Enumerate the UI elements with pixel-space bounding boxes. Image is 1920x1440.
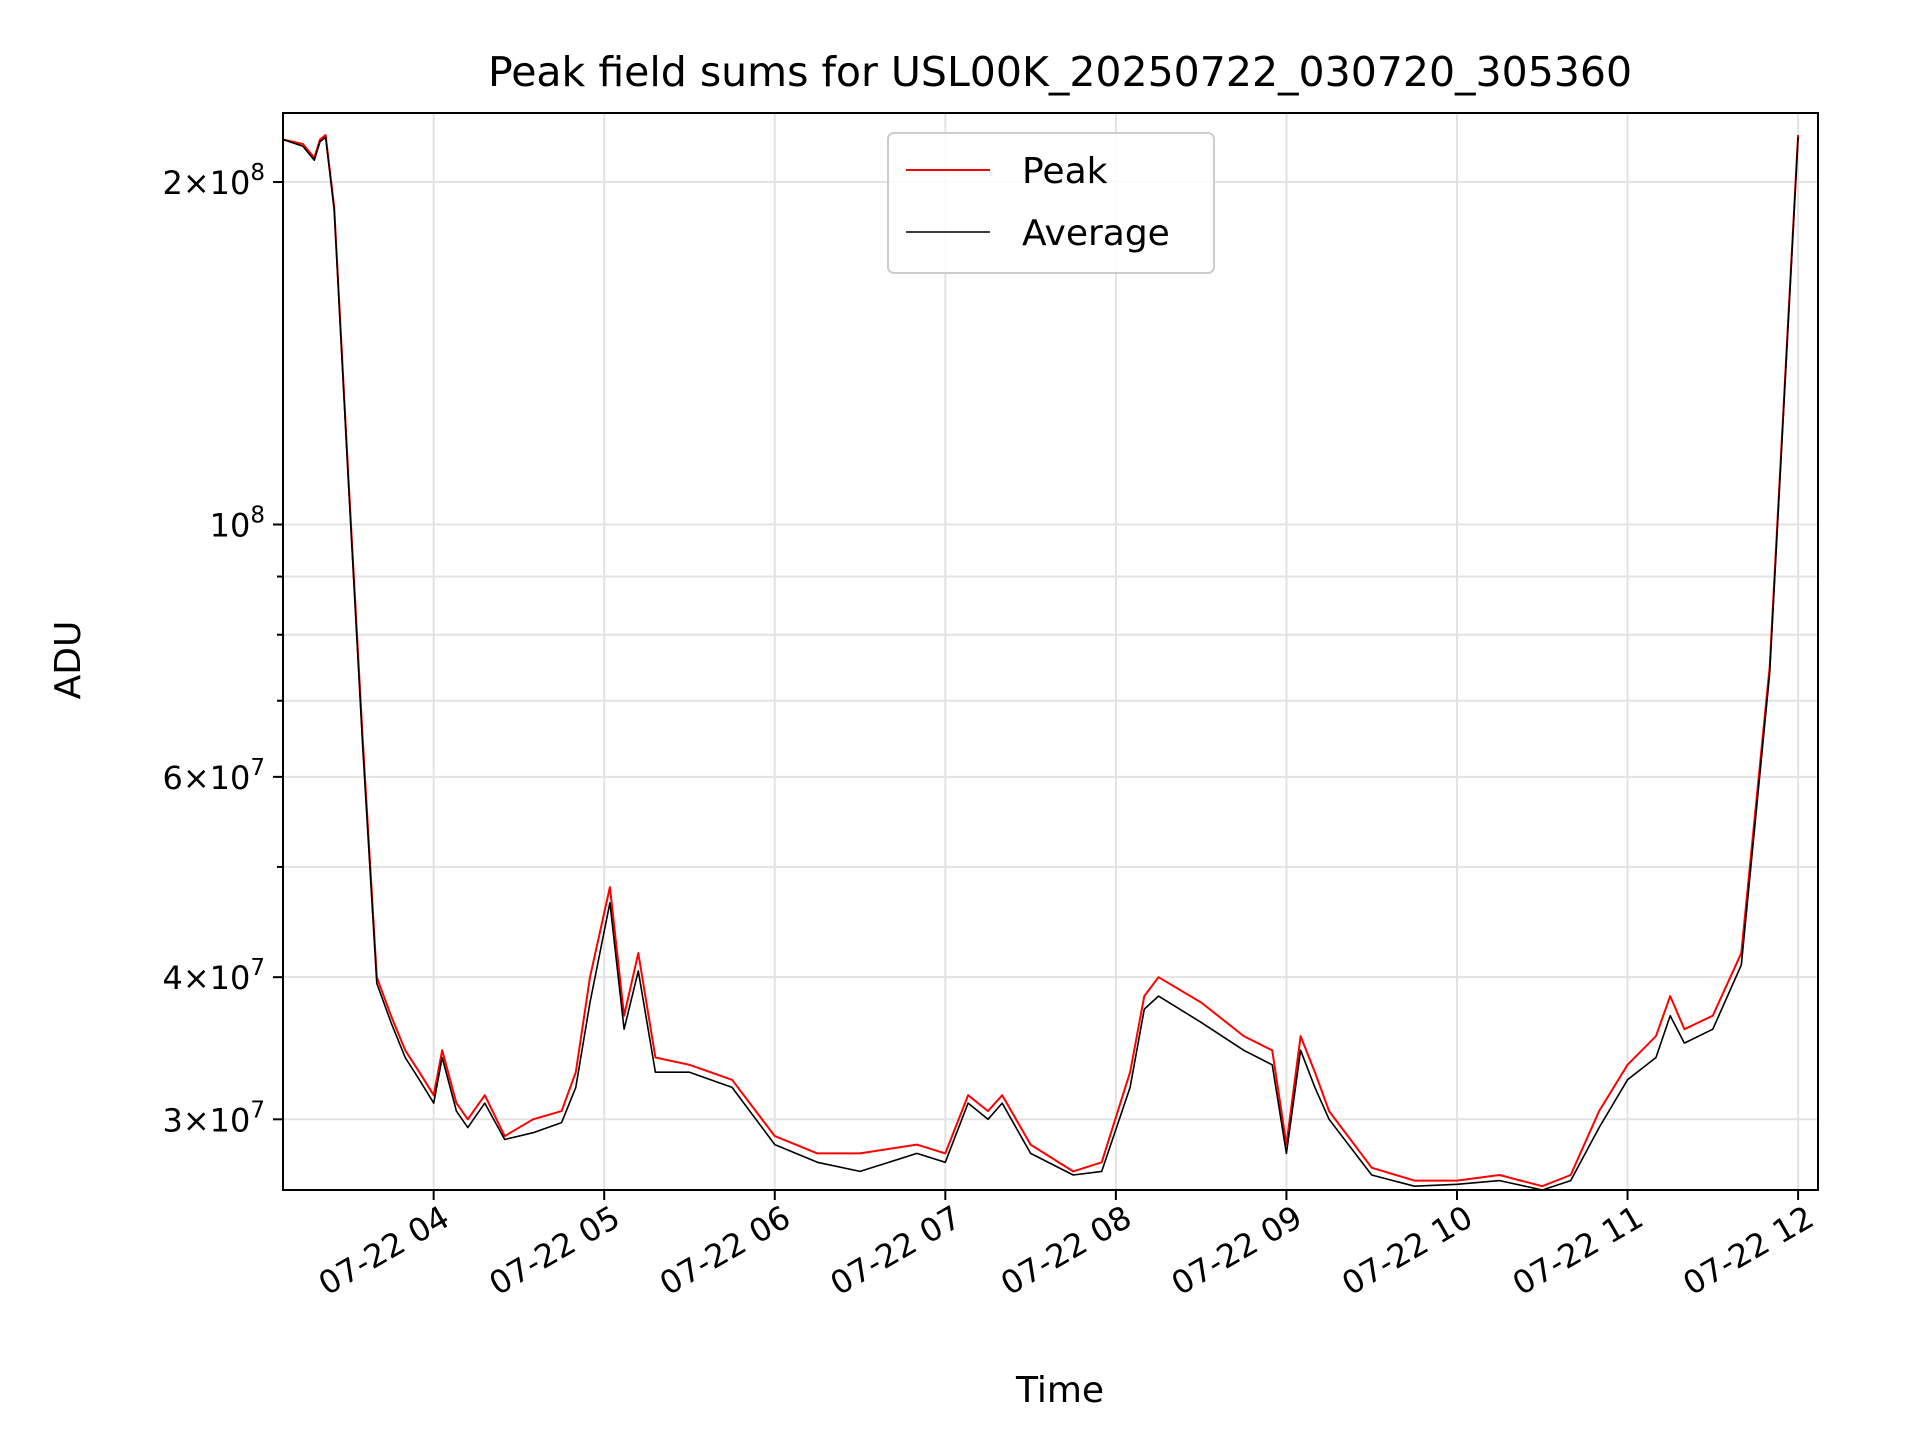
- plot-area: [282, 134, 1800, 1191]
- legend-label-peak: Peak: [1022, 151, 1108, 192]
- y-tick-label: 108: [210, 502, 265, 544]
- plot-frame: [282, 112, 1819, 1191]
- legend-label-average: Average: [1022, 213, 1170, 254]
- legend-box: [887, 132, 1215, 274]
- x-tick-label: 07-22 06: [653, 1198, 797, 1303]
- x-tick-label: 07-22 08: [994, 1198, 1138, 1303]
- gridlines: [283, 113, 1818, 1190]
- y-tick-label: 4×107: [162, 955, 265, 997]
- x-tick-label: 07-22 05: [483, 1198, 627, 1303]
- x-tick-label: 07-22 11: [1506, 1198, 1650, 1303]
- x-axis-label: Time: [1015, 1370, 1104, 1411]
- y-tick-label: 6×107: [162, 755, 265, 797]
- y-axis-label: ADU: [48, 621, 89, 700]
- y-axis: 3×107 4×107 6×107 108 2×108: [162, 160, 283, 1139]
- x-tick-label: 07-22 04: [312, 1198, 456, 1303]
- x-tick-label: 07-22 07: [824, 1198, 968, 1303]
- series-line-peak: [282, 134, 1800, 1188]
- legend: Peak Average: [887, 132, 1215, 274]
- y-tick-label: 2×108: [162, 160, 265, 202]
- chart-title: Peak field sums for USL00K_20250722_0307…: [488, 48, 1632, 96]
- series-line-average: [282, 136, 1799, 1191]
- x-tick-label: 07-22 12: [1677, 1198, 1821, 1303]
- y-tick-label: 3×107: [162, 1097, 265, 1139]
- x-tick-label: 07-22 09: [1165, 1198, 1309, 1303]
- x-axis: 07-22 04 07-22 05 07-22 06 07-22 07 07-22 08…: [312, 1190, 1820, 1303]
- x-tick-label: 07-22 10: [1335, 1198, 1479, 1303]
